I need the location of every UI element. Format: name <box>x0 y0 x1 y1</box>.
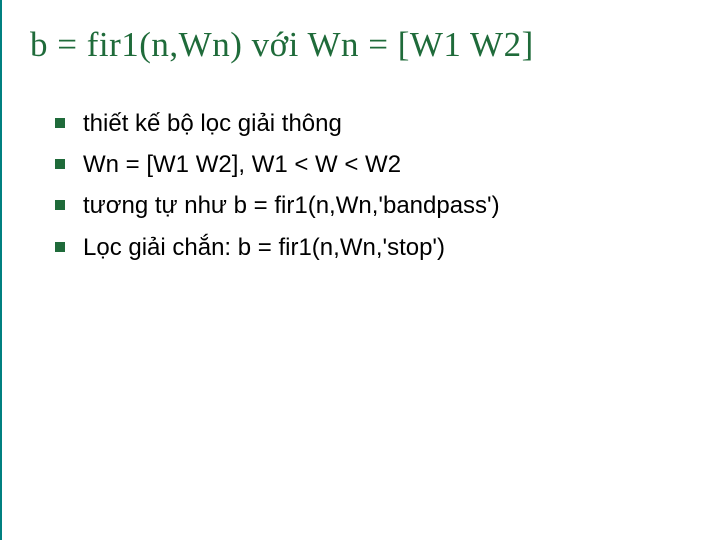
list-item: thiết kế bộ lọc giải thông <box>55 105 680 142</box>
slide: b = fir1(n,Wn) với Wn = [W1 W2] thiết kế… <box>0 0 720 540</box>
left-border <box>0 0 2 540</box>
bullet-list: thiết kế bộ lọc giải thông Wn = [W1 W2],… <box>30 105 680 266</box>
list-item: tương tự như b = fir1(n,Wn,'bandpass') <box>55 187 680 224</box>
list-item: Wn = [W1 W2], W1 < W < W2 <box>55 146 680 183</box>
slide-title: b = fir1(n,Wn) với Wn = [W1 W2] <box>30 20 680 65</box>
list-item: Lọc giải chắn: b = fir1(n,Wn,'stop') <box>55 229 680 266</box>
